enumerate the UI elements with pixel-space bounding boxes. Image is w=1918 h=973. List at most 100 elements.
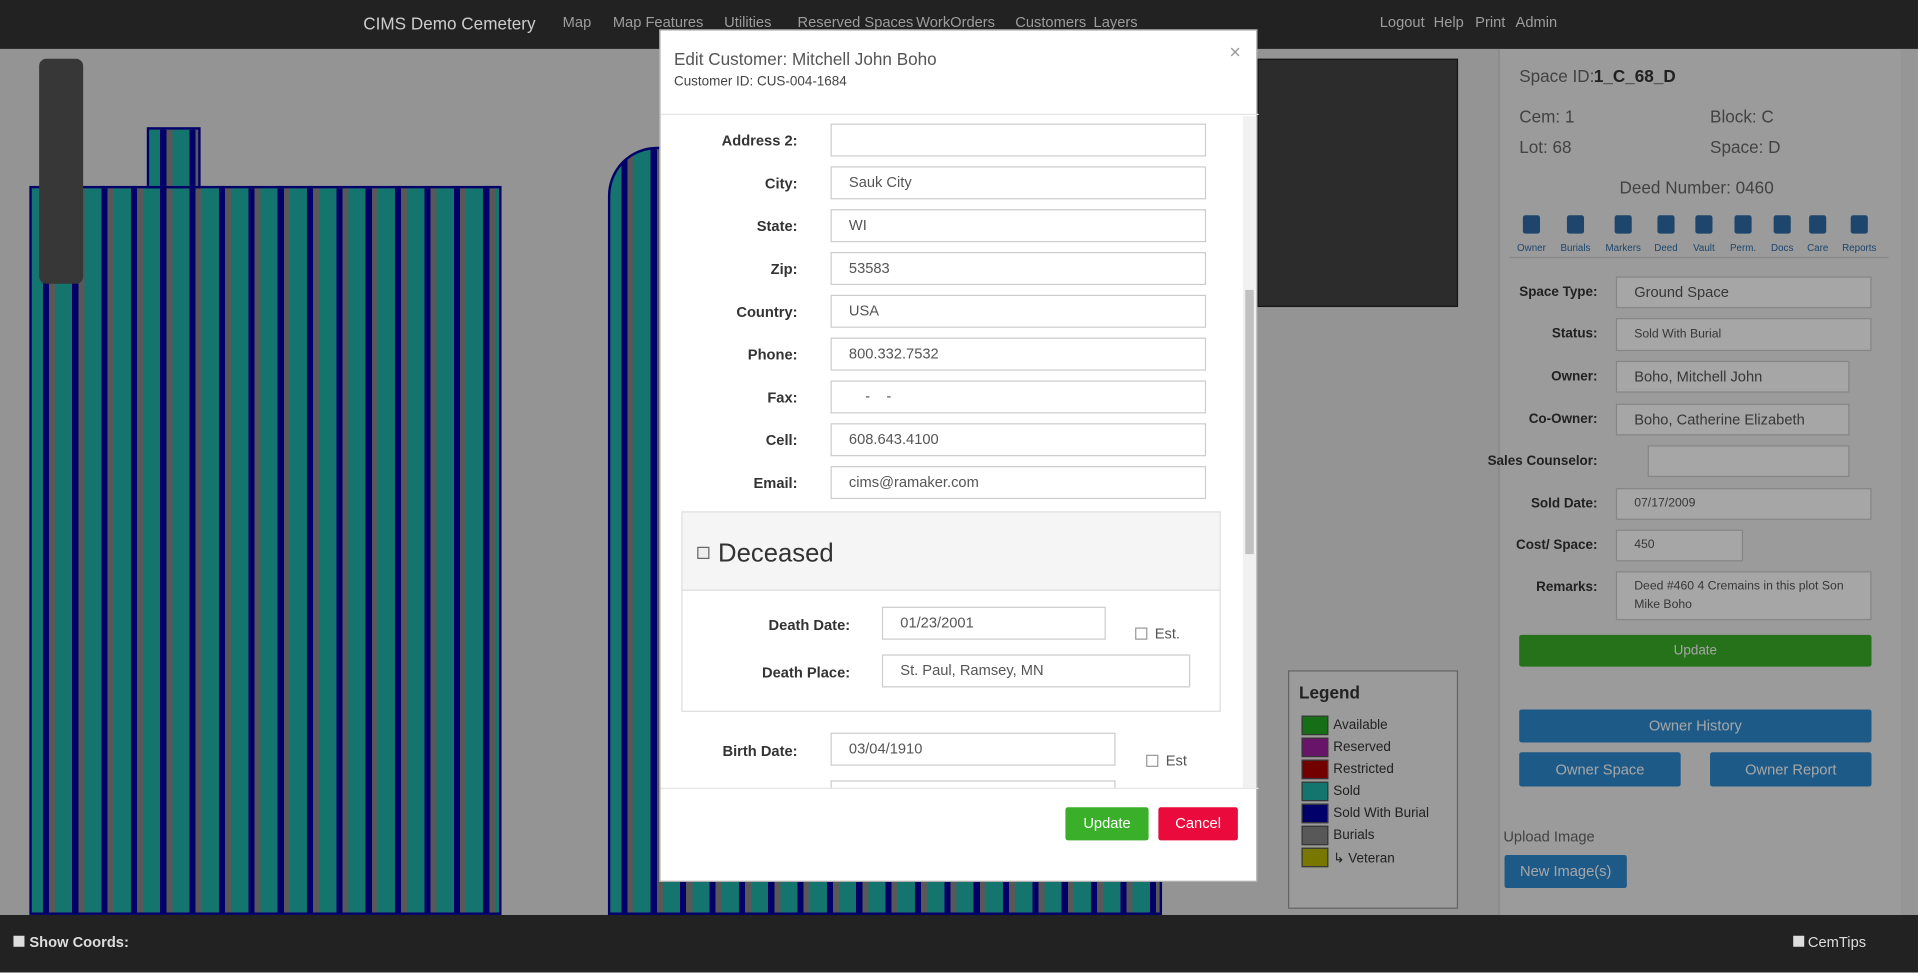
field-label: Address 2:: [721, 132, 798, 150]
nav-link[interactable]: Admin: [1515, 13, 1558, 31]
footer: Show Coords: CemTips: [0, 914, 1918, 973]
text-input[interactable]: 07/17/2009: [1615, 488, 1872, 520]
tab-icon[interactable]: [1522, 215, 1541, 234]
legend-swatch: [1301, 803, 1329, 824]
tab-icon[interactable]: [1734, 215, 1752, 234]
field-label: Fax:: [767, 388, 798, 407]
field-label: Email:: [753, 474, 798, 492]
cem: Cem: 1: [1519, 106, 1575, 126]
field-label: Sales Counselor:: [1487, 453, 1598, 469]
text-input[interactable]: 450: [1615, 529, 1744, 562]
tab-icon[interactable]: [1809, 215, 1827, 234]
tab-label[interactable]: Perm.: [1730, 242, 1757, 254]
nav-menu-item[interactable]: Reserved Spaces: [797, 13, 914, 31]
nav-menu-item[interactable]: Layers: [1093, 13, 1138, 31]
divider: [660, 113, 1259, 115]
legend-label: Sold: [1333, 784, 1361, 799]
deceased-heading: Deceased: [718, 539, 834, 568]
est-checkbox[interactable]: [1146, 754, 1159, 767]
nav-link[interactable]: Help: [1433, 13, 1464, 31]
text-input[interactable]: [1647, 445, 1850, 478]
tab-label[interactable]: Owner: [1517, 242, 1546, 254]
cancel-button[interactable]: Cancel: [1158, 807, 1238, 841]
nav-menu-item[interactable]: Map Features: [612, 13, 704, 31]
text-input[interactable]: 800.332.7532: [830, 337, 1207, 371]
tab-icon[interactable]: [1566, 215, 1585, 234]
text-input[interactable]: WI: [830, 209, 1207, 243]
text-input[interactable]: 53583: [830, 251, 1207, 286]
nav-menu-item[interactable]: Utilities: [724, 13, 772, 31]
text-input[interactable]: St. Paul, Ramsey, MN: [881, 654, 1191, 688]
tab-label[interactable]: Care: [1807, 242, 1829, 254]
nav-link[interactable]: Print: [1475, 13, 1506, 31]
nav-link[interactable]: Logout: [1379, 13, 1425, 31]
tab-bar: [1509, 209, 1889, 259]
close-button[interactable]: ×: [1229, 42, 1241, 64]
text-input[interactable]: - -: [830, 380, 1207, 414]
nav-menu-item[interactable]: Map: [562, 13, 592, 31]
tab-icon[interactable]: [1773, 215, 1791, 234]
show-coords: Show Coords:: [29, 933, 129, 951]
date-input[interactable]: 03/04/1910: [830, 732, 1116, 766]
cemtips[interactable]: CemTips: [1807, 933, 1867, 951]
text-input[interactable]: 608.643.4100: [830, 423, 1207, 457]
checkbox[interactable]: [13, 935, 25, 947]
owner-history-button[interactable]: Owner History: [1519, 709, 1872, 743]
owner-space-button[interactable]: Owner Space: [1519, 752, 1681, 787]
field-label: Zip:: [770, 260, 798, 278]
field-label: Cost/ Space:: [1515, 538, 1598, 553]
text-input[interactable]: Boho, Catherine Elizabeth: [1615, 403, 1850, 436]
legend-swatch: [1301, 847, 1329, 868]
legend-label: Sold With Burial: [1333, 806, 1430, 821]
tab-icon[interactable]: [1850, 215, 1868, 234]
map-block: [29, 185, 502, 915]
tab-label[interactable]: Reports: [1842, 242, 1877, 254]
field-label: City:: [764, 174, 798, 193]
side-panel: Space ID: 1_C_68_D Cem: 1 Block: C Lot: 68 Sp…: [1488, 48, 1901, 915]
checkbox[interactable]: [1793, 935, 1805, 947]
tab-label[interactable]: Burials: [1560, 242, 1591, 254]
field-label: Birth Date:: [722, 742, 798, 760]
scroll-thumb[interactable]: [1245, 289, 1254, 555]
nav-menu-item[interactable]: WorkOrders: [916, 13, 996, 31]
text-input[interactable]: [830, 123, 1207, 157]
est-checkbox[interactable]: [1135, 627, 1148, 640]
upload-image-label: Upload Image: [1503, 828, 1595, 846]
update-button[interactable]: Update: [1519, 634, 1872, 667]
tab-label[interactable]: Vault: [1693, 242, 1715, 254]
scrollbar[interactable]: [1242, 116, 1257, 788]
input-partial: [830, 780, 1116, 788]
nav-menu-item[interactable]: Customers: [1015, 13, 1087, 31]
text-input[interactable]: Boho, Mitchell John: [1615, 360, 1850, 393]
map-tools[interactable]: [39, 58, 84, 284]
update-button[interactable]: Update: [1065, 807, 1149, 841]
legend-swatch: [1301, 737, 1329, 758]
select[interactable]: Ground Space: [1615, 276, 1872, 309]
text-input[interactable]: Sauk City: [830, 166, 1207, 200]
select[interactable]: Sold With Burial: [1615, 318, 1872, 352]
tab-icon[interactable]: [1657, 215, 1675, 234]
text-input[interactable]: Deed #460 4 Cremains in this plot Son Mi…: [1615, 571, 1872, 621]
deceased-panel: Deceased Death Date: 01/23/2001 Est. Death P…: [681, 511, 1221, 712]
space: Space: D: [1710, 136, 1781, 157]
tab-label[interactable]: Docs: [1771, 242, 1794, 254]
tab-label[interactable]: Deed: [1654, 242, 1678, 254]
owner-report-button[interactable]: Owner Report: [1710, 752, 1872, 787]
legend-swatch: [1301, 781, 1329, 802]
brand[interactable]: CIMS Demo Cemetery: [363, 13, 536, 34]
field-label: Cell:: [765, 431, 798, 449]
legend-label: Available: [1333, 718, 1388, 733]
field-label: Owner:: [1551, 369, 1598, 385]
text-input[interactable]: cims@ramaker.com: [830, 466, 1207, 500]
tab-icon[interactable]: [1614, 215, 1632, 234]
field-label: State:: [756, 217, 798, 235]
text-input[interactable]: USA: [830, 294, 1207, 328]
deceased-header: [682, 512, 1220, 591]
tab-icon[interactable]: [1695, 215, 1713, 234]
new-image-button[interactable]: New Image(s): [1504, 855, 1627, 889]
deceased-checkbox[interactable]: [697, 546, 710, 560]
tab-label[interactable]: Markers: [1605, 242, 1641, 254]
date-input[interactable]: 01/23/2001: [881, 606, 1106, 640]
space-id-label: Space ID:: [1519, 66, 1595, 86]
block: Block: C: [1710, 106, 1774, 126]
